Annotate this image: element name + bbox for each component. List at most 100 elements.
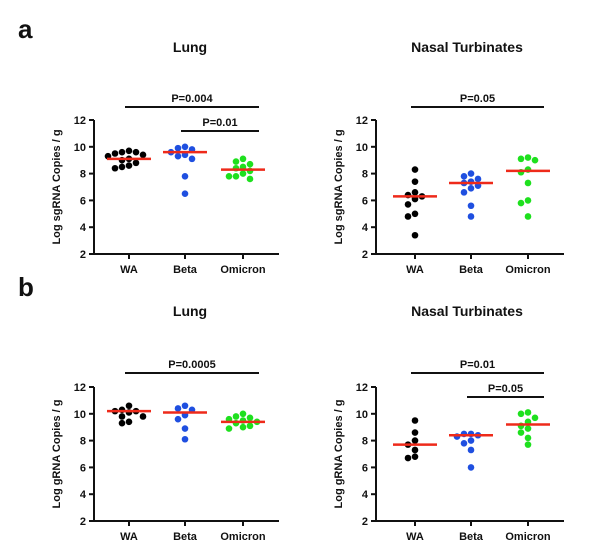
data-point-beta	[460, 439, 468, 447]
y-tick-label: 4	[362, 222, 369, 234]
x-tick-label: WA	[120, 264, 138, 276]
y-tick-label: 8	[362, 169, 368, 181]
data-point-beta	[460, 172, 468, 180]
y-tick-label: 10	[356, 142, 368, 154]
y-tick-label: 4	[362, 489, 369, 501]
data-point-omicron	[225, 425, 233, 432]
chart-0: Lung Log sgRNA Copies / g 2 4 6 8 10 12 WA Beta Om…	[51, 39, 279, 276]
data-point-omicron	[239, 410, 247, 418]
y-tick-label: 12	[74, 115, 86, 127]
p-value-label: P=0.05	[460, 93, 495, 105]
y-tick-label: 10	[74, 409, 86, 421]
p-value-label: P=0.01	[202, 117, 237, 129]
data-point-wa	[404, 201, 412, 208]
data-point-beta	[467, 185, 475, 192]
chart-title: Lung	[173, 39, 207, 55]
x-tick-label: Beta	[459, 264, 484, 276]
data-point-beta	[460, 189, 468, 196]
y-tick-label: 12	[356, 115, 368, 127]
y-tick-label: 8	[362, 436, 368, 448]
data-point-wa	[132, 159, 140, 167]
data-point-omicron	[524, 434, 532, 442]
x-tick-label: WA	[406, 264, 424, 276]
y-tick-label: 12	[356, 382, 368, 394]
data-point-wa	[125, 147, 133, 155]
data-point-beta	[467, 213, 475, 220]
data-point-wa	[411, 166, 419, 173]
data-point-beta	[467, 202, 475, 210]
x-tick-label: Omicron	[505, 264, 551, 276]
x-tick-label: Beta	[459, 531, 484, 543]
data-point-wa	[118, 419, 126, 427]
x-tick-label: WA	[120, 531, 138, 543]
data-point-omicron	[239, 170, 247, 177]
data-point-omicron	[517, 199, 525, 207]
p-value-label: P=0.05	[488, 383, 523, 395]
data-point-wa	[404, 213, 412, 220]
chart-2: Lung Log gRNA Copies / g 2 4 6 8 10 12 WA Beta Omi…	[51, 303, 279, 543]
p-value-label: P=0.01	[460, 359, 495, 371]
data-point-wa	[125, 418, 133, 426]
data-point-omicron	[225, 172, 233, 180]
data-point-omicron	[524, 154, 532, 161]
data-point-beta	[181, 190, 189, 197]
data-point-omicron	[232, 413, 240, 420]
data-point-beta	[467, 170, 475, 177]
data-point-beta	[467, 464, 475, 471]
x-tick-label: Beta	[173, 264, 198, 276]
chart-title: Nasal Turbinates	[411, 303, 523, 319]
y-tick-label: 2	[80, 249, 86, 261]
data-point-wa	[411, 417, 419, 424]
chart-1: Nasal Turbinates Log sgRNA Copies / g 2 4 6 8…	[333, 39, 564, 276]
data-point-beta	[181, 425, 189, 432]
data-point-omicron	[517, 410, 525, 418]
data-point-beta	[174, 405, 182, 412]
y-axis-label: Log gRNA Copies / g	[333, 400, 345, 509]
data-point-beta	[467, 437, 475, 444]
data-point-omicron	[246, 175, 254, 183]
data-point-omicron	[524, 213, 532, 220]
data-point-omicron	[239, 155, 247, 163]
y-tick-label: 6	[80, 462, 86, 474]
chart-title: Lung	[173, 303, 207, 319]
data-point-wa	[411, 178, 419, 185]
y-tick-label: 4	[80, 222, 87, 234]
data-point-omicron	[531, 414, 539, 422]
data-point-beta	[181, 172, 189, 180]
y-axis-label: Log sgRNA Copies / g	[51, 129, 63, 244]
data-point-beta	[181, 435, 189, 443]
data-point-omicron	[524, 197, 532, 204]
data-point-omicron	[524, 441, 532, 448]
y-tick-label: 6	[80, 195, 86, 207]
data-point-wa	[139, 413, 147, 420]
y-tick-label: 12	[74, 382, 86, 394]
y-tick-label: 2	[80, 516, 86, 528]
data-point-wa	[404, 454, 412, 462]
data-point-omicron	[517, 429, 525, 436]
y-tick-label: 8	[80, 436, 86, 448]
data-point-wa	[125, 162, 133, 169]
y-axis-label: Log sgRNA Copies / g	[333, 129, 345, 244]
data-point-wa	[125, 402, 133, 410]
data-point-wa	[111, 150, 119, 157]
x-tick-label: Omicron	[220, 531, 266, 543]
data-point-omicron	[246, 160, 254, 168]
y-tick-label: 2	[362, 516, 368, 528]
data-point-omicron	[232, 172, 240, 180]
y-tick-label: 10	[74, 142, 86, 154]
data-point-omicron	[524, 409, 532, 416]
data-point-beta	[174, 144, 182, 152]
y-axis-label: Log gRNA Copies / g	[51, 400, 63, 509]
y-tick-label: 10	[356, 409, 368, 421]
data-point-wa	[118, 163, 126, 171]
panel-letter-a: a	[18, 14, 33, 44]
p-value-label: P=0.004	[171, 93, 213, 105]
x-tick-label: Omicron	[505, 531, 551, 543]
data-point-wa	[411, 429, 419, 436]
data-point-beta	[174, 152, 182, 160]
data-point-omicron	[524, 425, 532, 432]
panel-letter-b: b	[18, 272, 34, 302]
data-point-beta	[181, 402, 189, 410]
data-point-wa	[132, 148, 140, 156]
data-point-omicron	[531, 156, 539, 164]
